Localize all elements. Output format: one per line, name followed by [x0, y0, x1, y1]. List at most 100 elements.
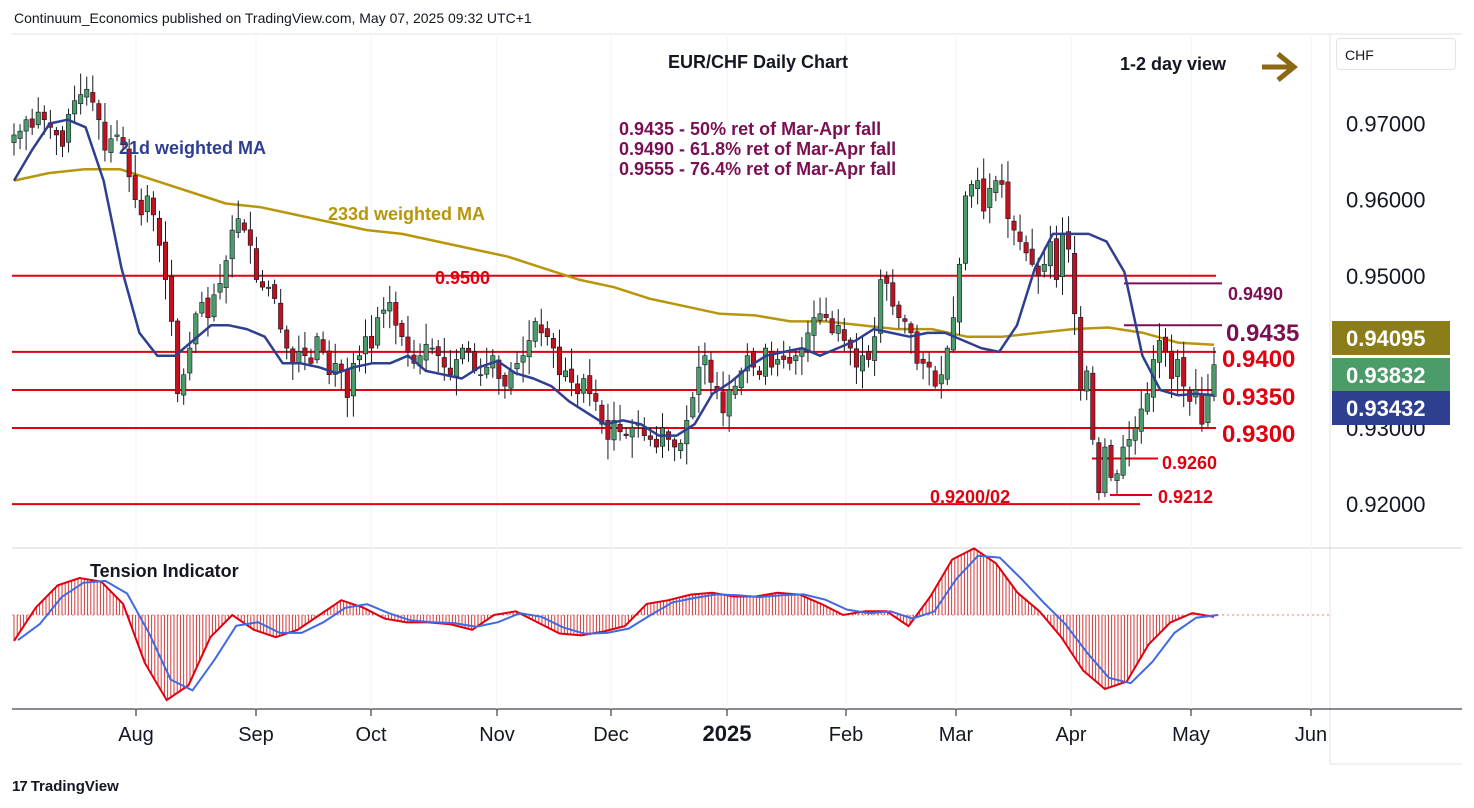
candle-body — [35, 111, 41, 126]
candle-body — [150, 197, 156, 216]
candle-body — [690, 397, 696, 418]
candle-body — [1132, 427, 1138, 441]
candle-body — [963, 195, 969, 264]
indicator-fast-line — [13, 547, 1215, 702]
tradingview-brand: TradingView — [30, 778, 119, 795]
candle-body — [441, 357, 447, 368]
candle-body — [387, 302, 393, 312]
candle-body — [763, 347, 769, 377]
candle-body — [575, 383, 581, 395]
candle-body — [1144, 393, 1150, 412]
candle-body — [1156, 340, 1162, 363]
candle-body — [544, 328, 550, 337]
candle-body — [466, 347, 472, 353]
candle-body — [1011, 220, 1017, 231]
candle-body — [1126, 439, 1132, 447]
candle-body — [138, 199, 144, 216]
candle-body — [629, 427, 635, 438]
price-tag-box — [1332, 391, 1450, 425]
candle-body — [1114, 473, 1120, 481]
candle-body — [696, 366, 702, 395]
candle-body — [750, 351, 756, 368]
candle-body — [229, 229, 235, 260]
candle-body — [563, 370, 569, 378]
candle-body — [1023, 242, 1029, 254]
candle-body — [599, 404, 605, 425]
ma21-label: 21d weighted MA — [119, 138, 266, 158]
candle-body — [550, 338, 556, 349]
candle-body — [672, 439, 678, 448]
candle-body — [320, 339, 326, 353]
candle-body — [756, 370, 762, 376]
candle-body — [393, 302, 399, 326]
candle-body — [823, 313, 829, 318]
vertical-gridlines — [135, 36, 1312, 709]
candle-body — [363, 336, 369, 355]
candle-body — [1017, 231, 1023, 242]
ma233-label: 233d weighted MA — [328, 204, 485, 224]
candle-body — [1199, 393, 1205, 425]
candle-body — [884, 276, 890, 284]
candle-body — [641, 427, 647, 436]
candle-body — [1035, 265, 1041, 277]
level-label-9490: 0.9490 — [1228, 284, 1283, 304]
candle-body — [217, 283, 223, 293]
candle-body — [23, 119, 29, 132]
candle-body — [956, 264, 962, 323]
x-tick-label: Oct — [355, 724, 387, 746]
candle-body — [684, 420, 690, 445]
candle-body — [29, 118, 35, 128]
candle-body — [96, 103, 102, 121]
x-tick-label: Feb — [829, 724, 863, 746]
candle-body — [508, 370, 514, 389]
candle-body — [593, 393, 599, 402]
candle-body — [356, 355, 362, 361]
fib-note-2: 0.9490 - 61.8% ret of Mar-Apr fall — [619, 139, 896, 159]
candle-body — [829, 318, 835, 334]
candle-body — [484, 366, 490, 375]
candle-body — [344, 369, 350, 398]
view-label: 1-2 day view — [1120, 54, 1227, 74]
candle-body — [290, 348, 296, 364]
tradingview-logo[interactable]: 17 TradingView — [12, 778, 119, 795]
candle-body — [144, 195, 150, 213]
tension-indicator-panel — [12, 547, 1330, 702]
candle-body — [156, 217, 162, 246]
candle-body — [981, 178, 987, 212]
chart-title: EUR/CHF Daily Chart — [668, 52, 848, 72]
candle-body — [999, 180, 1005, 185]
candle-body — [1059, 233, 1065, 278]
price-tag-label: 0.94095 — [1346, 326, 1426, 351]
candle-body — [605, 420, 611, 440]
price-tag-box — [1332, 321, 1450, 355]
candle-body — [11, 134, 17, 143]
candle-body — [738, 370, 744, 389]
y-tick-label: 0.97000 — [1346, 112, 1426, 137]
candle-body — [793, 355, 799, 362]
candle-body — [938, 374, 944, 385]
candle-body — [866, 351, 872, 360]
candle-body — [435, 346, 441, 357]
chart-header: Continuum_Economics published on Trading… — [14, 10, 532, 26]
candle-body — [181, 374, 187, 396]
candle-body — [266, 286, 272, 289]
currency-selector[interactable]: CHF — [1336, 38, 1456, 70]
candle-body — [853, 348, 859, 368]
level-label-9300: 0.9300 — [1222, 421, 1295, 448]
candle-body — [114, 134, 120, 137]
candle-body — [617, 423, 623, 433]
candle-body — [284, 329, 290, 349]
candle-body — [1175, 359, 1181, 377]
y-tick-label: 0.95000 — [1346, 264, 1426, 289]
candle-body — [84, 88, 90, 98]
y-tick-label: 0.92000 — [1346, 492, 1426, 517]
candle-body — [1181, 357, 1187, 387]
candle-body — [702, 355, 708, 366]
y-tick-label: 0.96000 — [1346, 188, 1426, 213]
candle-body — [878, 279, 884, 334]
price-tags: 0.94095 0.93832 0.93432 — [1332, 321, 1450, 425]
x-tick-label: Dec — [593, 724, 629, 746]
ma21-polyline — [12, 118, 1215, 437]
price-tag-label: 0.93832 — [1346, 363, 1426, 388]
